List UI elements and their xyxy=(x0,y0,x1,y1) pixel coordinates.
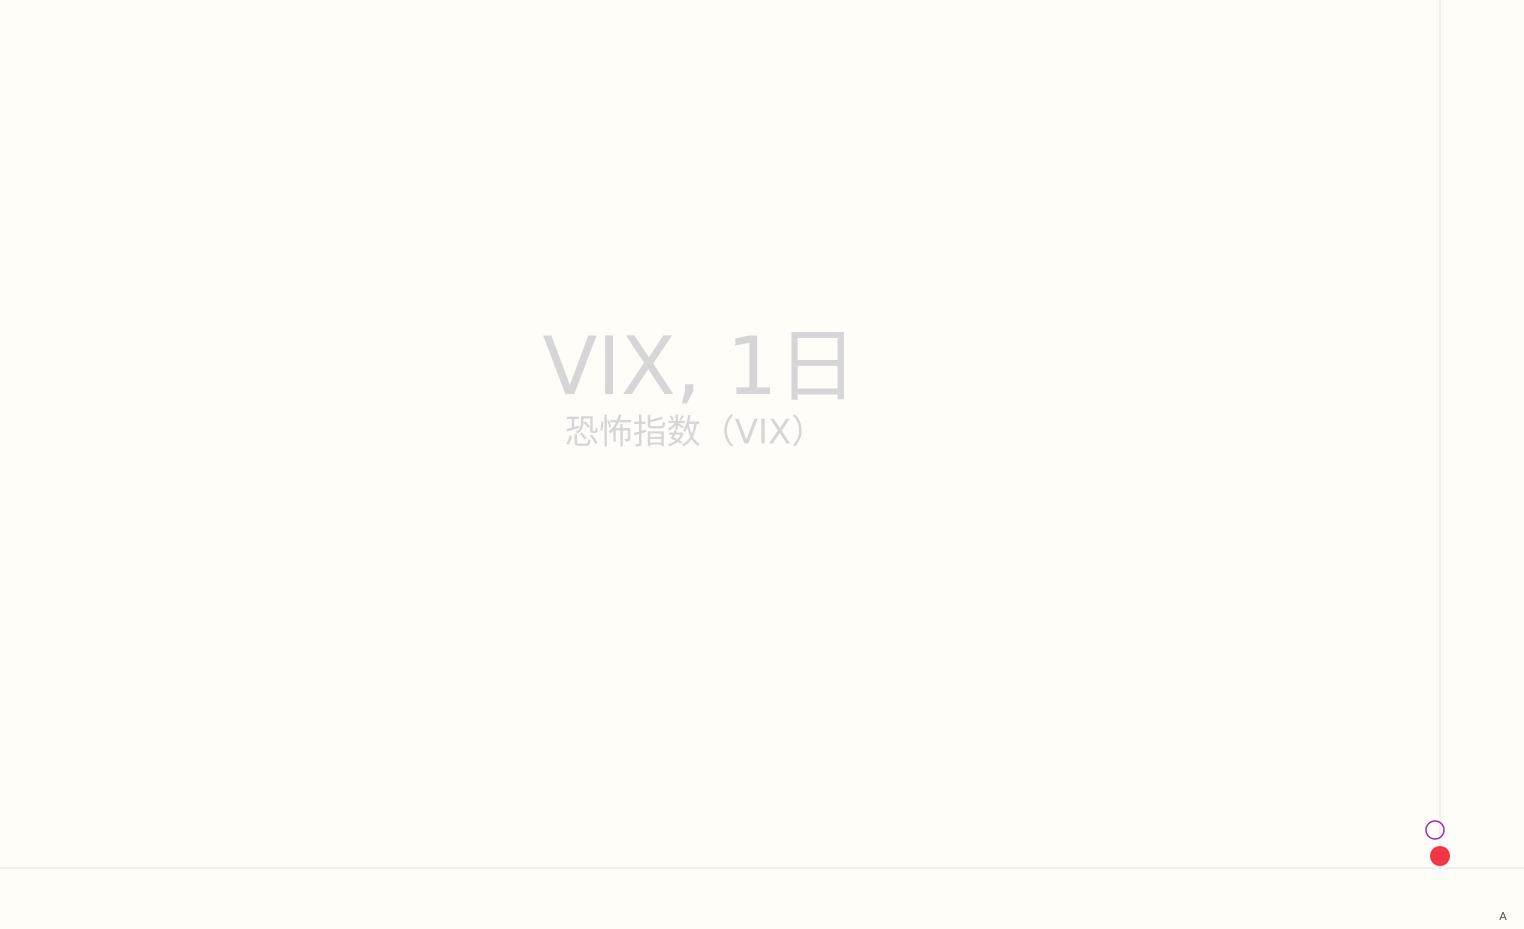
icon xyxy=(1425,820,1445,840)
auto-scale[interactable]: A xyxy=(1499,910,1507,923)
watermark-title: VIX, 1日 xyxy=(543,320,858,413)
watermark-subtitle: 恐怖指数（VIX） xyxy=(565,413,826,453)
icons: A xyxy=(1425,820,1507,923)
icon xyxy=(1430,846,1450,866)
